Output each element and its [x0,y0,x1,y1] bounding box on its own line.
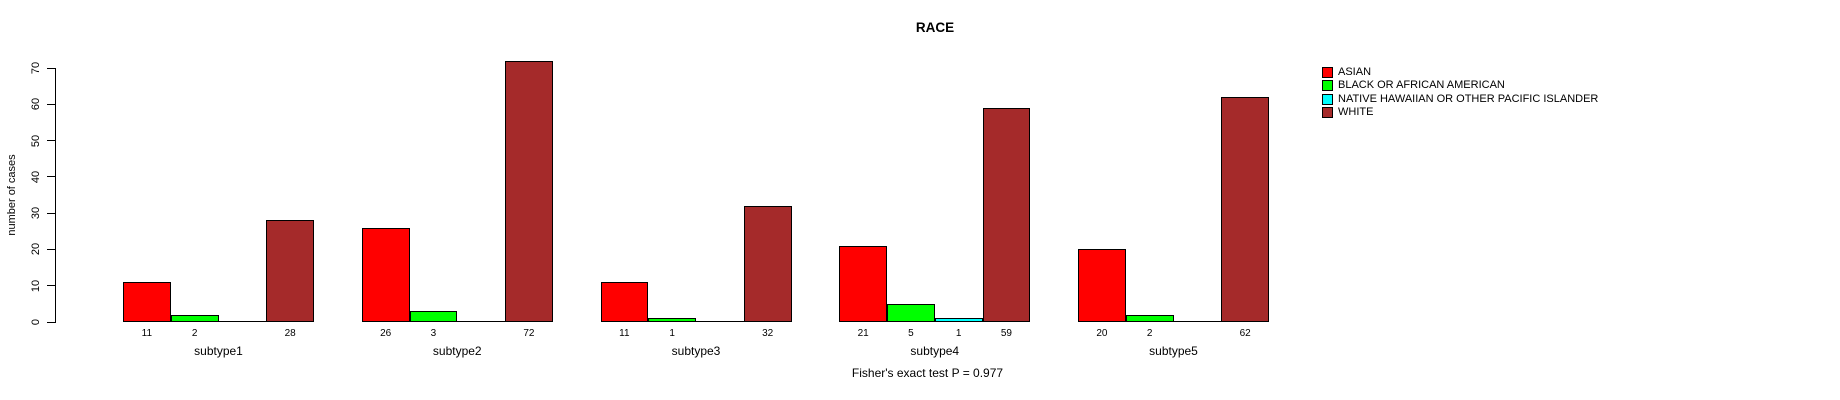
y-tick-label: 70 [30,61,42,75]
legend-label: WHITE [1338,105,1374,118]
legend-label: NATIVE HAWAIIAN OR OTHER PACIFIC ISLANDE… [1338,92,1599,105]
bar [887,303,935,322]
bar [409,311,458,322]
y-tick-label: 30 [30,207,42,220]
bar [505,60,553,322]
y-tick-label: 10 [30,279,42,292]
bar-value-label: 32 [762,328,774,339]
chart-title: RACE [915,20,955,35]
bar-value-label: 59 [1000,328,1012,339]
bar-value-label: 62 [1239,328,1251,339]
y-axis-label: number of cases [6,154,18,236]
y-tick [47,248,55,250]
bar [934,318,983,322]
bar-value-label: 72 [523,328,535,339]
y-tick [47,103,55,105]
bar [982,107,1031,322]
bar-value-label: 28 [284,328,296,339]
category-label: subtype5 [1149,344,1198,358]
bar-value-label: 20 [1096,328,1108,339]
zero-bar-line [457,321,505,322]
bar-value-label: 2 [1146,328,1153,339]
bar-value-label: 26 [380,328,392,339]
y-tick-label: 50 [30,134,42,147]
bar-value-label: 1 [669,328,675,339]
bar-value-label: 11 [141,328,153,339]
y-axis-line [55,68,56,323]
y-tick [47,67,55,69]
y-tick [47,176,55,178]
bar [1221,97,1269,322]
y-tick [47,285,55,287]
bar [600,282,649,322]
y-tick [47,140,55,142]
y-tick [47,321,55,323]
legend-swatch [1322,80,1333,92]
bar [266,220,314,322]
legend-label: ASIAN [1338,66,1372,78]
zero-bar-line [1173,321,1222,322]
legend-swatch [1322,106,1333,118]
bar-value-label: 21 [857,328,869,339]
category-label: subtype2 [432,344,482,358]
fisher-test-annotation: Fisher's exact test P = 0.977 [851,366,1004,380]
bar-value-label: 3 [430,328,437,339]
legend-swatch [1322,67,1333,78]
zero-bar-line [218,321,267,322]
y-tick-label: 0 [30,318,42,326]
bar [839,245,887,322]
category-label: subtype1 [194,344,243,358]
bar [170,314,219,322]
bar-value-label: 5 [908,328,914,339]
bar-value-label: 2 [191,328,198,339]
y-tick-label: 40 [30,170,42,183]
y-tick-label: 60 [30,98,42,111]
bar [743,205,792,322]
y-tick-label: 20 [30,243,42,256]
bar-value-label: 11 [619,328,630,339]
bar [1125,314,1174,322]
bar [1078,249,1126,322]
bar [648,318,696,322]
y-tick [47,212,55,214]
legend-label: BLACK OR AFRICAN AMERICAN [1338,79,1505,92]
category-label: subtype4 [910,344,960,358]
zero-bar-line [696,321,744,322]
bar [361,227,410,322]
bar-value-label: 1 [955,328,962,339]
category-label: subtype3 [671,344,721,358]
legend-swatch [1322,93,1333,105]
bar [123,282,171,322]
